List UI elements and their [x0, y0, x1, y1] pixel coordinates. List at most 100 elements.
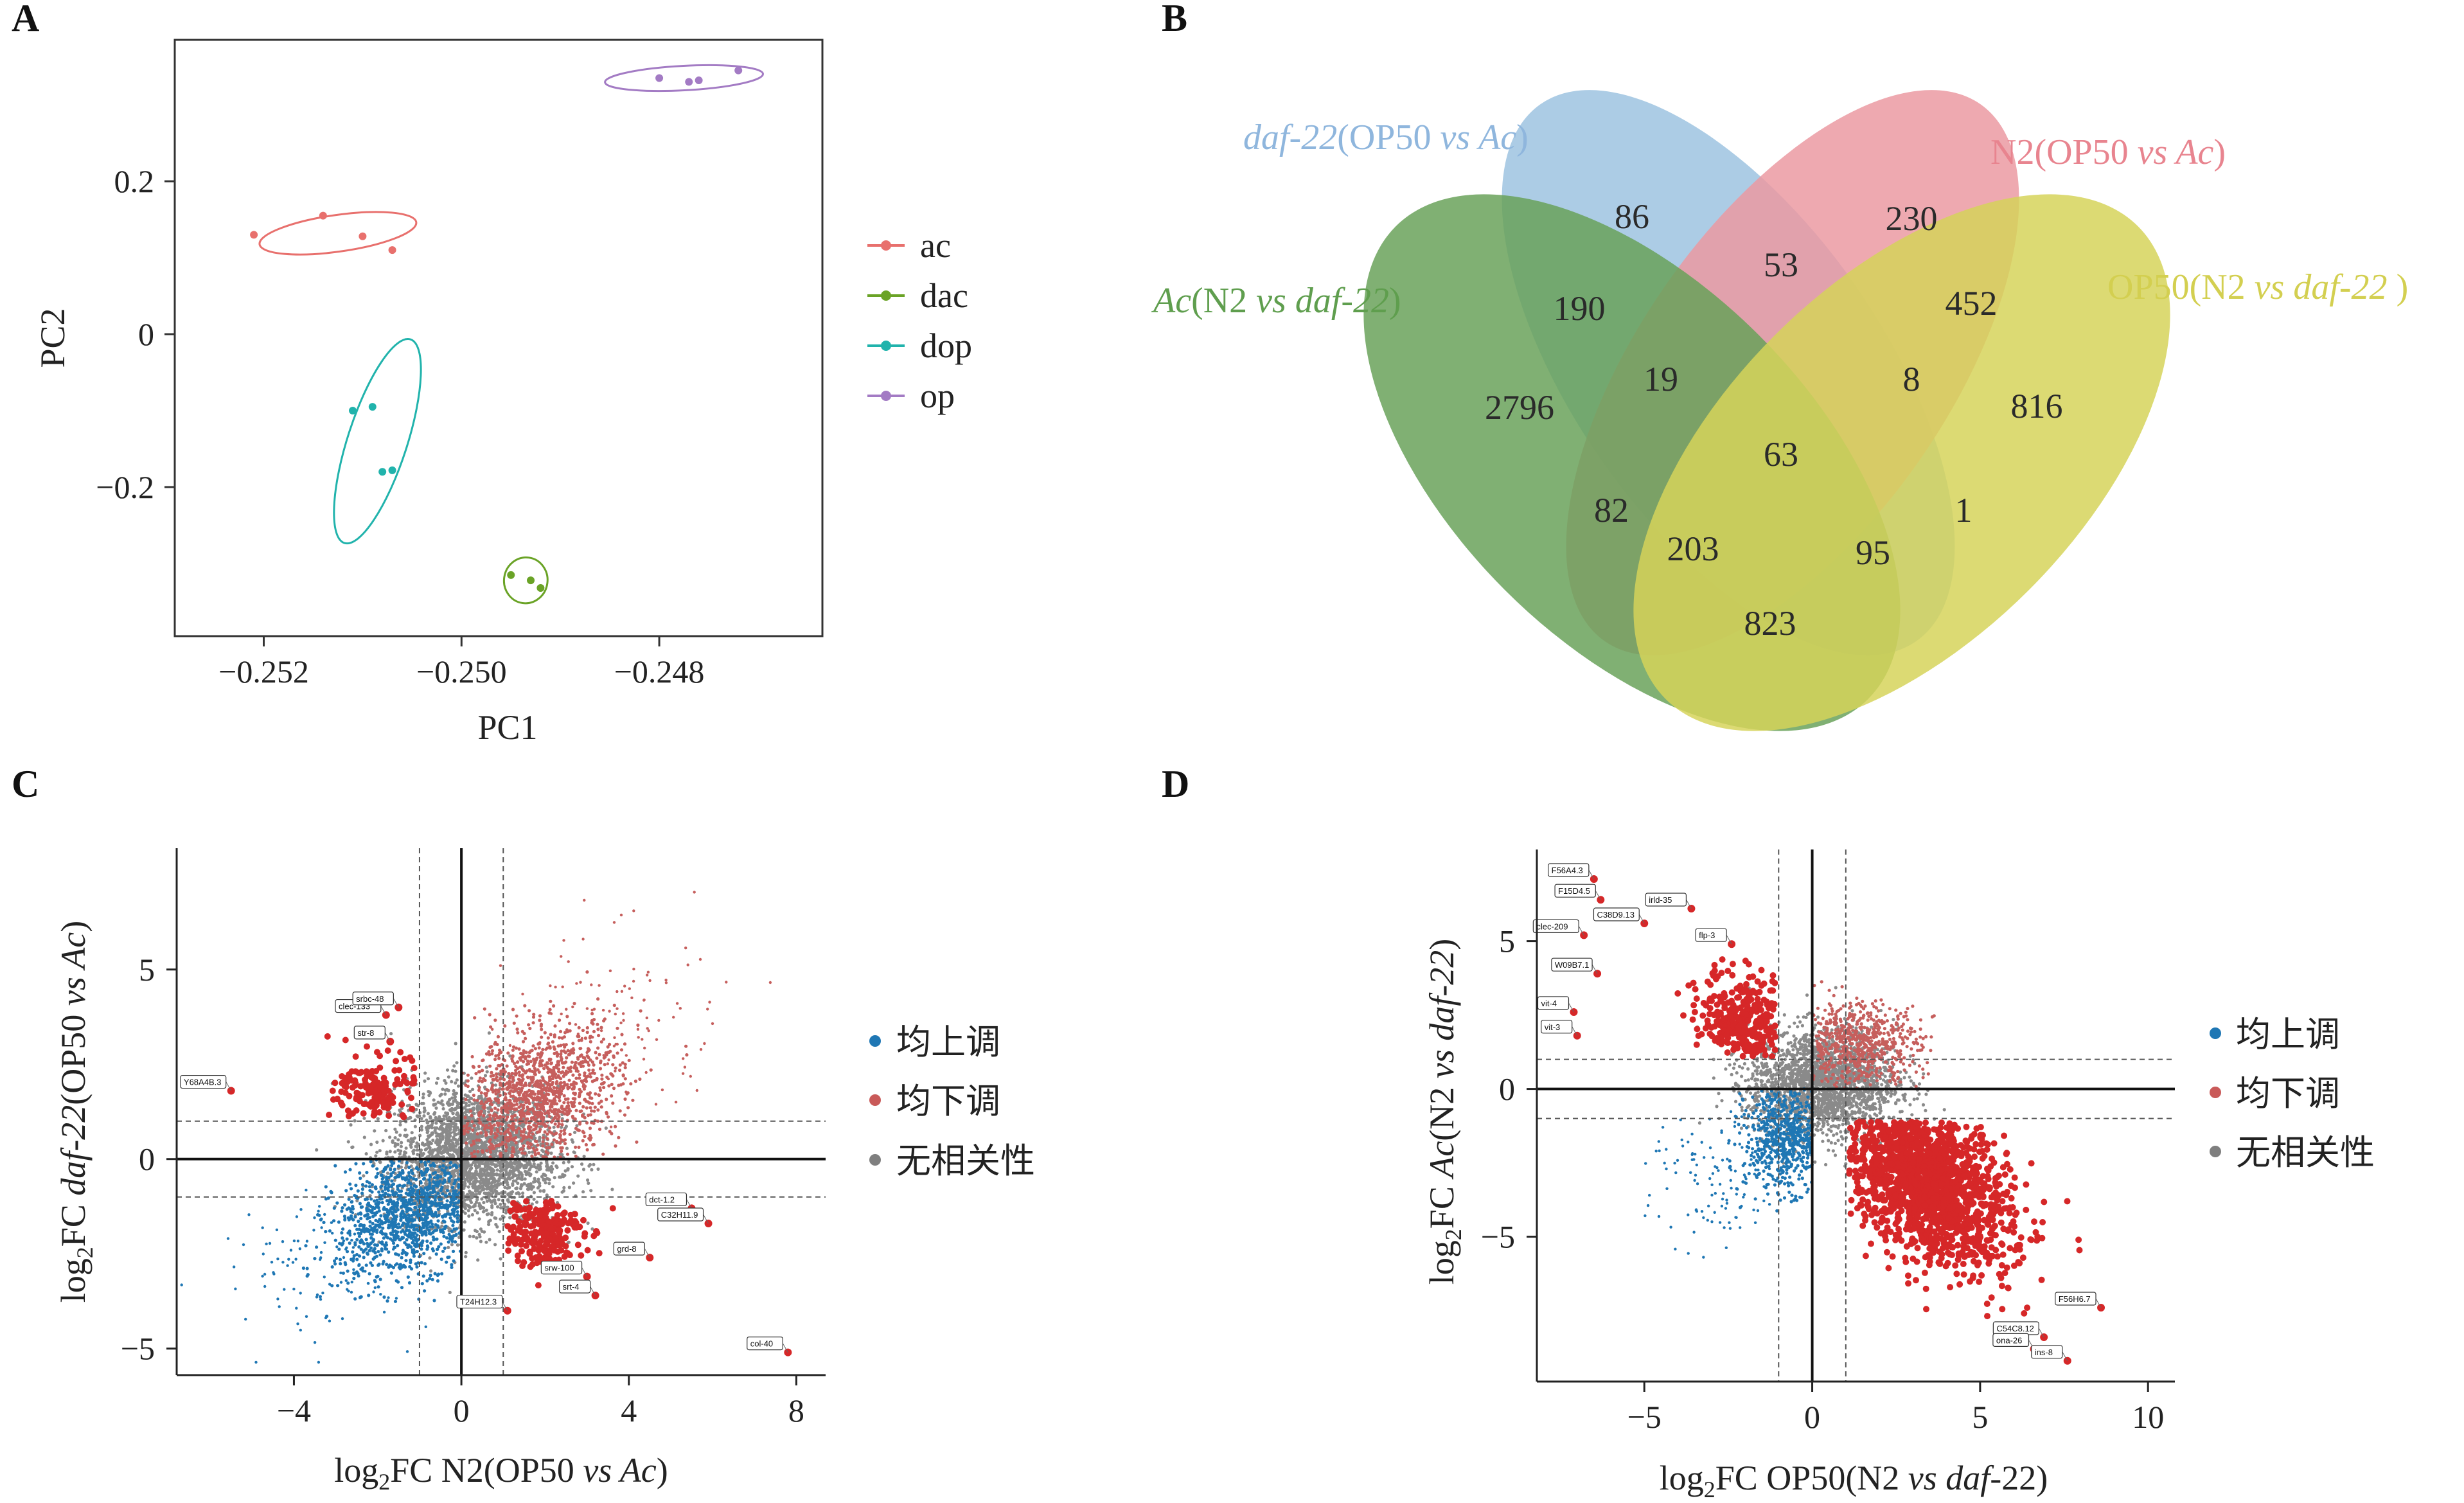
gene-point [391, 1202, 394, 1205]
gene-point [305, 1267, 309, 1270]
gene-point [607, 1084, 611, 1088]
gene-point [432, 1164, 436, 1168]
gene-point [423, 1205, 427, 1209]
gene-point [512, 1110, 516, 1114]
gene-point [558, 1029, 563, 1033]
gene-point [564, 1125, 569, 1128]
gene-point [522, 1134, 526, 1138]
gene-point [434, 1116, 438, 1119]
gene-point [434, 1102, 438, 1106]
gene-point [403, 1128, 407, 1132]
gene-point [469, 1167, 473, 1171]
venn-count: 203 [1667, 529, 1719, 568]
gene-point [364, 1184, 368, 1188]
gene-point [593, 1105, 597, 1109]
gene-point [589, 1040, 592, 1044]
gene-point [503, 1105, 507, 1109]
gene-point [439, 1202, 443, 1205]
gene-point [411, 1233, 415, 1237]
gene-point [466, 1094, 470, 1098]
gene-point [399, 1230, 403, 1234]
gene-point [477, 1070, 482, 1074]
gene-point [455, 1078, 459, 1082]
gene-point [360, 1187, 365, 1191]
gene-point [490, 1049, 495, 1053]
gene-point [565, 1152, 570, 1156]
gene-point [508, 1080, 511, 1083]
gene-point [446, 1184, 450, 1189]
gene-point [472, 1124, 476, 1128]
gene-point [456, 1243, 460, 1247]
gene-point [549, 1152, 553, 1155]
gene-point [396, 1184, 400, 1188]
gene-point [456, 1142, 460, 1146]
gene-point [587, 1164, 591, 1168]
gene-point [560, 1061, 565, 1065]
gene-point [436, 1154, 440, 1158]
gene-point [436, 1279, 440, 1283]
gene-point [466, 1185, 470, 1189]
gene-point [498, 1093, 502, 1098]
gene-point [465, 1125, 468, 1128]
gene-point [426, 1077, 430, 1081]
gene-point [364, 1263, 368, 1267]
gene-point [623, 1042, 627, 1046]
gene-point [543, 1130, 547, 1134]
gene-point [529, 1060, 533, 1063]
gene-point [487, 1031, 492, 1035]
gene-point [545, 1062, 549, 1065]
gene-point [511, 1008, 515, 1011]
gene-point [446, 1139, 450, 1143]
gene-point [582, 1155, 586, 1159]
gene-point [557, 1122, 561, 1126]
gene-point [627, 1058, 631, 1062]
gene-point [479, 1182, 483, 1186]
gene-point [381, 1189, 385, 1193]
gene-point [533, 1177, 536, 1180]
gene-point [522, 1144, 526, 1148]
gene-point [583, 1056, 587, 1060]
gene-point [511, 1182, 515, 1186]
gene-point [553, 1122, 557, 1126]
gene-point [618, 1109, 622, 1113]
venn-set-op50 [1633, 194, 2170, 731]
gene-point [493, 1216, 497, 1220]
gene-point [305, 1274, 309, 1278]
gene-point [384, 1187, 387, 1191]
gene-point [385, 1150, 389, 1154]
gene-point [551, 1185, 555, 1189]
gene-point [587, 1137, 591, 1141]
gene-point [590, 1080, 594, 1083]
gene-point [558, 1018, 562, 1022]
gene-point [542, 1150, 545, 1153]
gene-point [414, 1103, 418, 1107]
gene-point [407, 1243, 411, 1247]
venn-count: 823 [1744, 604, 1796, 643]
gene-point [488, 1138, 492, 1142]
gene-point [423, 1079, 427, 1083]
gene-point [445, 1126, 449, 1130]
gene-point [386, 1181, 390, 1185]
gene-point [573, 1092, 577, 1096]
gene-point [560, 1119, 564, 1123]
gene-point [585, 1030, 589, 1035]
gene-point [441, 1231, 445, 1234]
gene-point [485, 1187, 489, 1191]
gene-point [515, 1060, 520, 1064]
venn-count: 63 [1764, 435, 1798, 474]
gene-point [464, 1146, 468, 1150]
gene-point [389, 1264, 393, 1268]
gene-point [389, 1185, 394, 1189]
gene-point [369, 1197, 373, 1201]
gene-point [494, 1098, 499, 1103]
gene-point [574, 1126, 578, 1130]
venn-count: 452 [1945, 284, 1998, 323]
gene-point [444, 1214, 448, 1218]
gene-point [512, 1169, 516, 1173]
gene-point [477, 1117, 481, 1121]
gene-point [488, 1122, 492, 1126]
gene-point [432, 1176, 437, 1180]
ellipse-dac [502, 556, 549, 605]
gene-point [466, 1079, 470, 1083]
gene-point [438, 1165, 442, 1169]
